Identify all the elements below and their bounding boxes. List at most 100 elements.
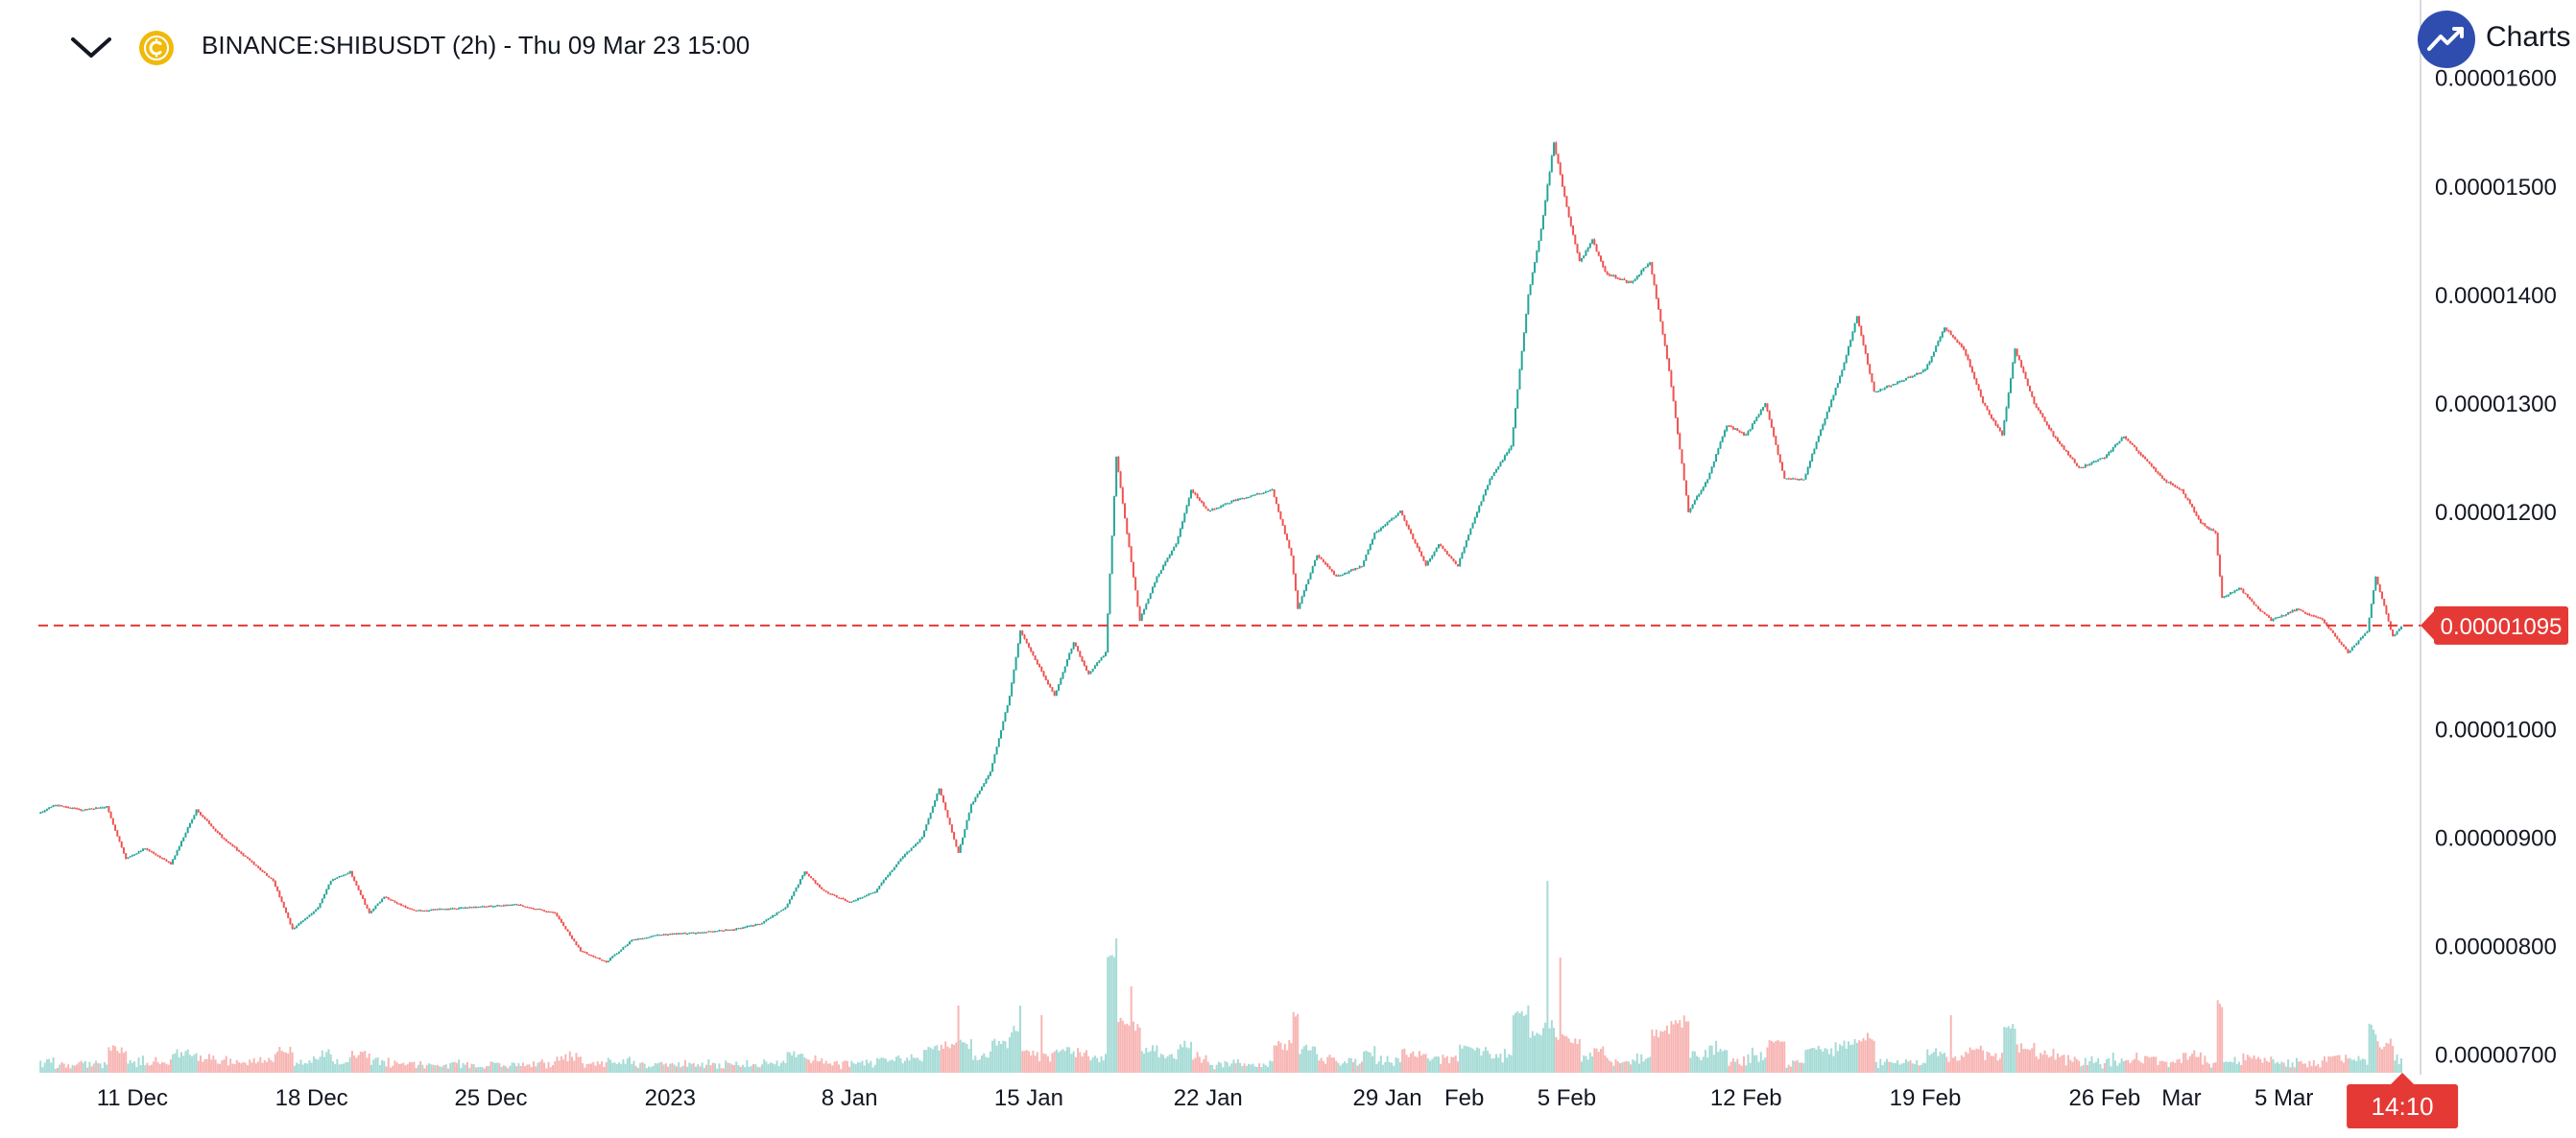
volume-bar: [1659, 1031, 1662, 1073]
candle-body: [197, 809, 200, 813]
candle-body: [917, 842, 919, 844]
volume-bar: [2246, 1055, 2249, 1073]
volume-bar: [517, 1062, 520, 1073]
volume-bar: [2233, 1056, 2236, 1073]
candle-body: [944, 802, 947, 811]
volume-bar: [1939, 1051, 1942, 1073]
candle-body: [835, 895, 838, 898]
volume-bar: [1745, 1065, 1748, 1073]
candle-body: [1872, 382, 1875, 392]
volume-bar: [1885, 1058, 1888, 1073]
volume-bar: [2001, 1053, 2004, 1073]
volume-bar: [1475, 1047, 1478, 1073]
volume-bar: [2094, 1061, 2097, 1073]
volume-bar: [312, 1055, 315, 1073]
volume-bar: [1913, 1063, 1916, 1073]
candle-body: [1316, 555, 1319, 561]
volume-bar: [304, 1062, 307, 1073]
candle-body: [1448, 554, 1451, 557]
candle-body: [1245, 497, 1248, 499]
collapse-button[interactable]: [67, 23, 115, 71]
candle-body: [511, 904, 513, 907]
candle-body: [1973, 371, 1976, 379]
volume-bar: [1145, 1047, 1148, 1073]
volume-bar: [1027, 1051, 1030, 1073]
candle-body: [1456, 564, 1459, 567]
candle-body: [582, 951, 584, 953]
candle-body: [135, 853, 138, 855]
candle-body: [1234, 499, 1237, 502]
volume-bar: [1883, 1061, 1886, 1073]
volume-bar: [442, 1064, 445, 1073]
volume-bar: [144, 1065, 147, 1073]
volume-bar: [2035, 1055, 2038, 1073]
volume-bar: [1606, 1057, 1609, 1073]
candle-body: [394, 900, 396, 903]
volume-bar: [716, 1068, 719, 1073]
candle-body: [1004, 712, 1007, 722]
last-price-label: 0.00001095: [2441, 614, 2563, 640]
volume-bar: [2254, 1058, 2257, 1073]
volume-bar: [566, 1061, 569, 1073]
candle-body: [1220, 506, 1223, 508]
volume-bar: [1988, 1053, 1991, 1073]
volume-bar: [62, 1063, 65, 1073]
candle-body: [212, 826, 215, 829]
candle-body: [2022, 367, 2025, 372]
volume-bar: [1911, 1063, 1914, 1073]
volume-bar: [1465, 1046, 1467, 1073]
candle-body: [861, 896, 864, 899]
candle-body: [1659, 309, 1662, 322]
volume-bar: [486, 1066, 489, 1073]
volume-bar: [2131, 1060, 2134, 1073]
candle-body: [2216, 533, 2219, 556]
volume-bar: [1973, 1050, 1976, 1073]
candle-body: [857, 898, 860, 901]
volume-bar: [1583, 1055, 1586, 1073]
volume-bar: [2227, 1061, 2230, 1073]
candle-body: [1096, 662, 1099, 666]
volume-bar: [2082, 1064, 2085, 1073]
candle-body: [639, 938, 642, 940]
candle-body: [521, 905, 524, 907]
volume-bar: [1320, 1057, 1323, 1073]
volume-bar: [2033, 1042, 2036, 1073]
volume-bar: [2244, 1060, 2247, 1073]
volume-bar: [571, 1056, 574, 1073]
candle-body: [1553, 142, 1556, 156]
volume-bar: [180, 1052, 183, 1073]
candle-body: [1646, 264, 1649, 268]
candle-body: [1684, 480, 1687, 496]
volume-bar: [1006, 1048, 1009, 1073]
volume-bar: [549, 1067, 552, 1073]
candle-body: [829, 893, 832, 895]
volume-bar: [1879, 1058, 1882, 1073]
volume-bar: [799, 1054, 801, 1073]
volume-bar: [82, 1062, 84, 1073]
volume-bar: [118, 1053, 121, 1073]
candle-body: [2133, 444, 2135, 447]
candle-body: [1196, 494, 1199, 499]
candle-body: [2035, 403, 2038, 408]
volume-bar: [532, 1061, 535, 1073]
volume-bar: [2387, 1043, 2390, 1073]
volume-bar: [231, 1063, 234, 1073]
candle-body: [1105, 652, 1108, 656]
volume-bar: [1332, 1057, 1335, 1073]
candle-body: [331, 879, 334, 882]
candle-body: [1006, 704, 1009, 713]
candle-body: [491, 906, 494, 908]
volume-bar: [2383, 1046, 2386, 1073]
volume-bar: [2054, 1059, 2057, 1073]
volume-bar: [2296, 1057, 2299, 1073]
x-tick-label: 19 Feb: [1890, 1085, 1962, 1111]
candle-body: [434, 909, 437, 911]
candle-body: [2298, 608, 2301, 610]
candle-body: [376, 903, 379, 906]
candle-body: [824, 890, 827, 892]
candle-body: [613, 954, 616, 957]
volume-bar: [746, 1059, 749, 1073]
candle-body: [863, 896, 866, 898]
tradingview-brand-link[interactable]: Charts by TradingView: [2417, 8, 2576, 69]
